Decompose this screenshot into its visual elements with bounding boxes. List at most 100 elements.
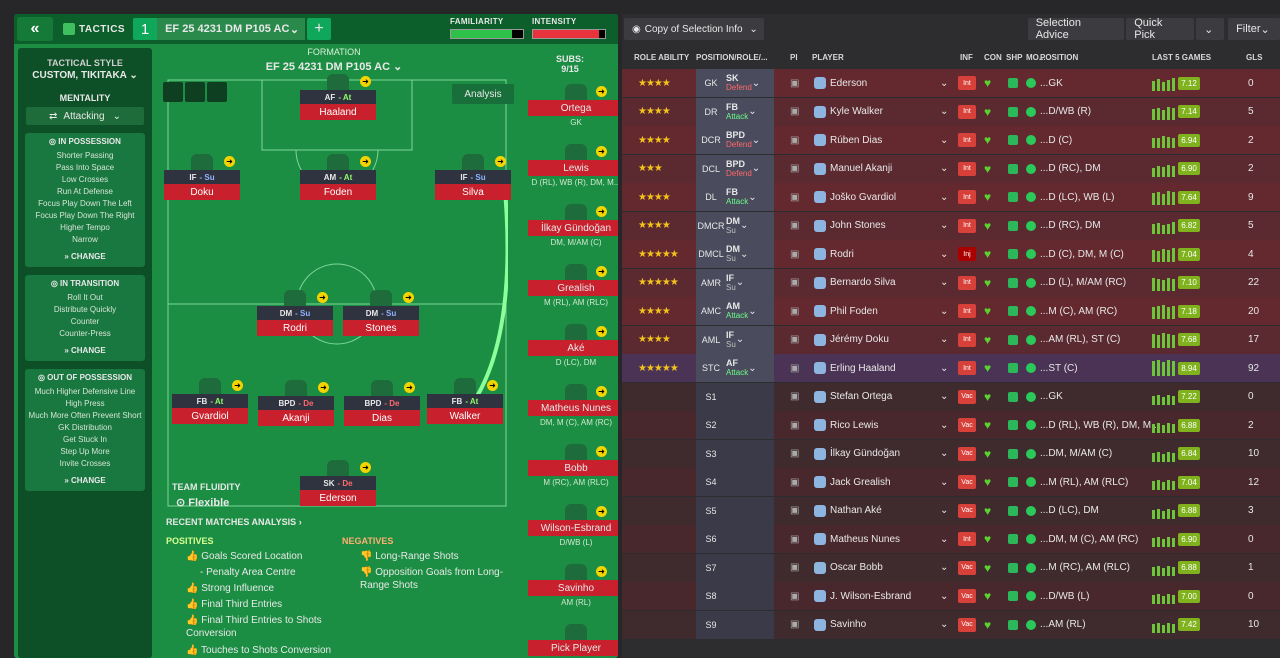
position-role-cell[interactable]: AMC AM Attack ⌄: [696, 297, 774, 325]
recent-matches-link[interactable]: RECENT MATCHES ANALYSIS ›: [166, 517, 302, 527]
copy-selection-info-button[interactable]: ◉ Copy of Selection Info ⌄: [624, 18, 764, 40]
position-role-cell[interactable]: DL FB Attack ⌄: [696, 183, 774, 211]
player-arrow-icon[interactable]: ➜: [232, 380, 243, 391]
player-dropdown-icon[interactable]: ⌄: [940, 305, 949, 317]
player-name[interactable]: Stones: [343, 320, 419, 336]
player-dropdown-icon[interactable]: ⌄: [940, 476, 949, 488]
player-dropdown-icon[interactable]: ⌄: [940, 220, 949, 231]
table-row[interactable]: S7 ▣ Oscar Bobb ⌄ Vac ♥ ...M (RC), AM (RLC) 6.8…: [622, 553, 1280, 582]
sub-player-slot[interactable]: Pick Player: [528, 624, 618, 658]
quick-pick-dropdown[interactable]: ⌄: [1196, 18, 1225, 40]
player-cell[interactable]: Oscar Bobb: [814, 554, 883, 582]
pitch-player-slot[interactable]: FB - At Gvardiol: [172, 378, 248, 424]
player-cell[interactable]: Rico Lewis: [814, 411, 878, 439]
sub-arrow-icon[interactable]: ➜: [596, 266, 607, 277]
position-role-cell[interactable]: S5: [696, 496, 774, 525]
table-row[interactable]: ★★★★★ AMR IF Su ⌄ ▣ Bernardo Silva ⌄ Int ♥ ...D (L…: [622, 268, 1280, 297]
table-row[interactable]: ★★★★ DL FB Attack ⌄ ▣ Joško Gvardiol ⌄ Int ♥ ...D …: [622, 183, 1280, 211]
position-role-cell[interactable]: S2: [696, 411, 774, 439]
pitch-player-slot[interactable]: AM - At Foden: [300, 154, 376, 200]
player-dropdown-icon[interactable]: ⌄: [940, 562, 949, 573]
table-row[interactable]: ★★★★ GK SK Defend ⌄ ▣ Ederson ⌄ Int ♥ ...GK 7.12 0: [622, 69, 1280, 97]
player-role[interactable]: IF - Su: [435, 170, 511, 184]
player-view-button[interactable]: [163, 82, 183, 102]
player-cell[interactable]: John Stones: [814, 212, 886, 240]
pitch-player-slot[interactable]: BPD - De Dias: [344, 380, 420, 426]
change-in-possession-button[interactable]: » CHANGE: [64, 252, 106, 261]
player-name[interactable]: Ederson: [830, 77, 868, 89]
sub-arrow-icon[interactable]: ➜: [596, 206, 607, 217]
player-dropdown-icon[interactable]: ⌄: [940, 362, 949, 374]
pi-icon[interactable]: ▣: [790, 191, 800, 203]
player-name[interactable]: Manuel Akanji: [830, 163, 893, 174]
back-button[interactable]: «: [17, 17, 53, 41]
player-arrow-icon[interactable]: ➜: [495, 156, 506, 167]
player-name[interactable]: Bernardo Silva: [830, 277, 896, 288]
change-out-of-possession-button[interactable]: » CHANGE: [64, 476, 106, 485]
sub-player-slot[interactable]: Grealish M (RL), AM (RLC): [528, 264, 618, 307]
player-dropdown-icon[interactable]: ⌄: [940, 391, 949, 402]
position-role-cell[interactable]: DMCL DM Su ⌄: [696, 240, 774, 268]
pi-icon[interactable]: ▣: [790, 533, 800, 545]
player-cell[interactable]: Rodri: [814, 240, 854, 268]
player-dropdown-icon[interactable]: ⌄: [940, 134, 949, 146]
player-cell[interactable]: Savinho: [814, 611, 866, 639]
table-row[interactable]: ★★★ DCL BPD Defend ⌄ ▣ Manuel Akanji ⌄ Int ♥ ...D …: [622, 154, 1280, 183]
player-role[interactable]: DM - Su: [343, 306, 419, 320]
info-view-button[interactable]: [207, 82, 227, 102]
position-role-cell[interactable]: DCR BPD Defend ⌄: [696, 126, 774, 154]
player-name[interactable]: İlkay Gündoğan: [830, 448, 901, 459]
sub-arrow-icon[interactable]: ➜: [596, 86, 607, 97]
sub-arrow-icon[interactable]: ➜: [596, 386, 607, 397]
table-row[interactable]: S6 ▣ Matheus Nunes ⌄ Int ♥ ...DM, M (C), AM (R…: [622, 525, 1280, 553]
sub-player-slot[interactable]: İlkay Gündoğan DM, M/AM (C): [528, 204, 618, 247]
player-name[interactable]: Matheus Nunes: [830, 533, 901, 545]
position-role-cell[interactable]: DCL BPD Defend ⌄: [696, 154, 774, 183]
player-cell[interactable]: Bernardo Silva: [814, 269, 896, 297]
position-role-cell[interactable]: GK SK Defend ⌄: [696, 69, 774, 97]
player-name[interactable]: Dias: [344, 410, 420, 426]
sub-arrow-icon[interactable]: ➜: [596, 506, 607, 517]
player-name[interactable]: Erling Haaland: [830, 362, 896, 374]
pi-icon[interactable]: ▣: [790, 334, 800, 345]
player-name[interactable]: Walker: [427, 408, 503, 424]
position-role-cell[interactable]: DMCR DM Su ⌄: [696, 211, 774, 240]
player-dropdown-icon[interactable]: ⌄: [940, 334, 949, 345]
column-header[interactable]: PLAYER: [812, 53, 844, 62]
position-role-cell[interactable]: AMR IF Su ⌄: [696, 268, 774, 297]
sub-player-name[interactable]: Pick Player: [528, 640, 618, 656]
sub-player-name[interactable]: Bobb: [528, 460, 618, 476]
position-role-cell[interactable]: STC AF Attack ⌄: [696, 354, 774, 382]
sub-player-slot[interactable]: Ortega GK: [528, 84, 618, 127]
player-dropdown-icon[interactable]: ⌄: [940, 505, 949, 516]
position-role-cell[interactable]: S6: [696, 525, 774, 553]
player-cell[interactable]: Stefan Ortega: [814, 383, 892, 411]
player-cell[interactable]: Jérémy Doku: [814, 326, 889, 354]
column-header[interactable]: POSITION: [1040, 53, 1079, 62]
player-dropdown-icon[interactable]: ⌄: [940, 419, 949, 431]
table-row[interactable]: S8 ▣ J. Wilson-Esbrand ⌄ Vac ♥ ...D/WB (L) 7.00…: [622, 582, 1280, 610]
player-cell[interactable]: Kyle Walker: [814, 98, 883, 126]
sub-player-name[interactable]: İlkay Gündoğan: [528, 220, 618, 236]
change-in-transition-button[interactable]: » CHANGE: [64, 346, 106, 355]
player-name[interactable]: Ederson: [300, 490, 376, 506]
analysis-button[interactable]: Analysis: [452, 84, 514, 104]
table-row[interactable]: S1 ▣ Stefan Ortega ⌄ Vac ♥ ...GK 7.22 0: [622, 382, 1280, 411]
column-header[interactable]: POSITION/ROLE/...: [696, 53, 768, 62]
formation-dropdown[interactable]: EF 25 4231 DM P105 AC ⌄: [265, 61, 403, 73]
pitch-player-slot[interactable]: SK - De Ederson: [300, 460, 376, 506]
sub-arrow-icon[interactable]: ➜: [596, 146, 607, 157]
table-row[interactable]: ★★★★ DMCR DM Su ⌄ ▣ John Stones ⌄ Int ♥ ...D (RC),…: [622, 211, 1280, 240]
position-role-cell[interactable]: S7: [696, 553, 774, 582]
table-row[interactable]: S4 ▣ Jack Grealish ⌄ Vac ♥ ...M (RL), AM (RLC)…: [622, 468, 1280, 496]
sub-player-name[interactable]: Ortega: [528, 100, 618, 116]
pitch-player-slot[interactable]: DM - Su Rodri: [257, 290, 333, 336]
table-row[interactable]: ★★★★ AMC AM Attack ⌄ ▣ Phil Foden ⌄ Int ♥ ...M (C)…: [622, 297, 1280, 325]
player-dropdown-icon[interactable]: ⌄: [940, 448, 949, 459]
pi-icon[interactable]: ▣: [790, 476, 800, 488]
player-cell[interactable]: Joško Gvardiol: [814, 183, 896, 211]
player-dropdown-icon[interactable]: ⌄: [940, 77, 949, 89]
player-name[interactable]: Akanji: [258, 410, 334, 426]
pi-icon[interactable]: ▣: [790, 163, 800, 174]
player-role[interactable]: FB - At: [427, 394, 503, 408]
